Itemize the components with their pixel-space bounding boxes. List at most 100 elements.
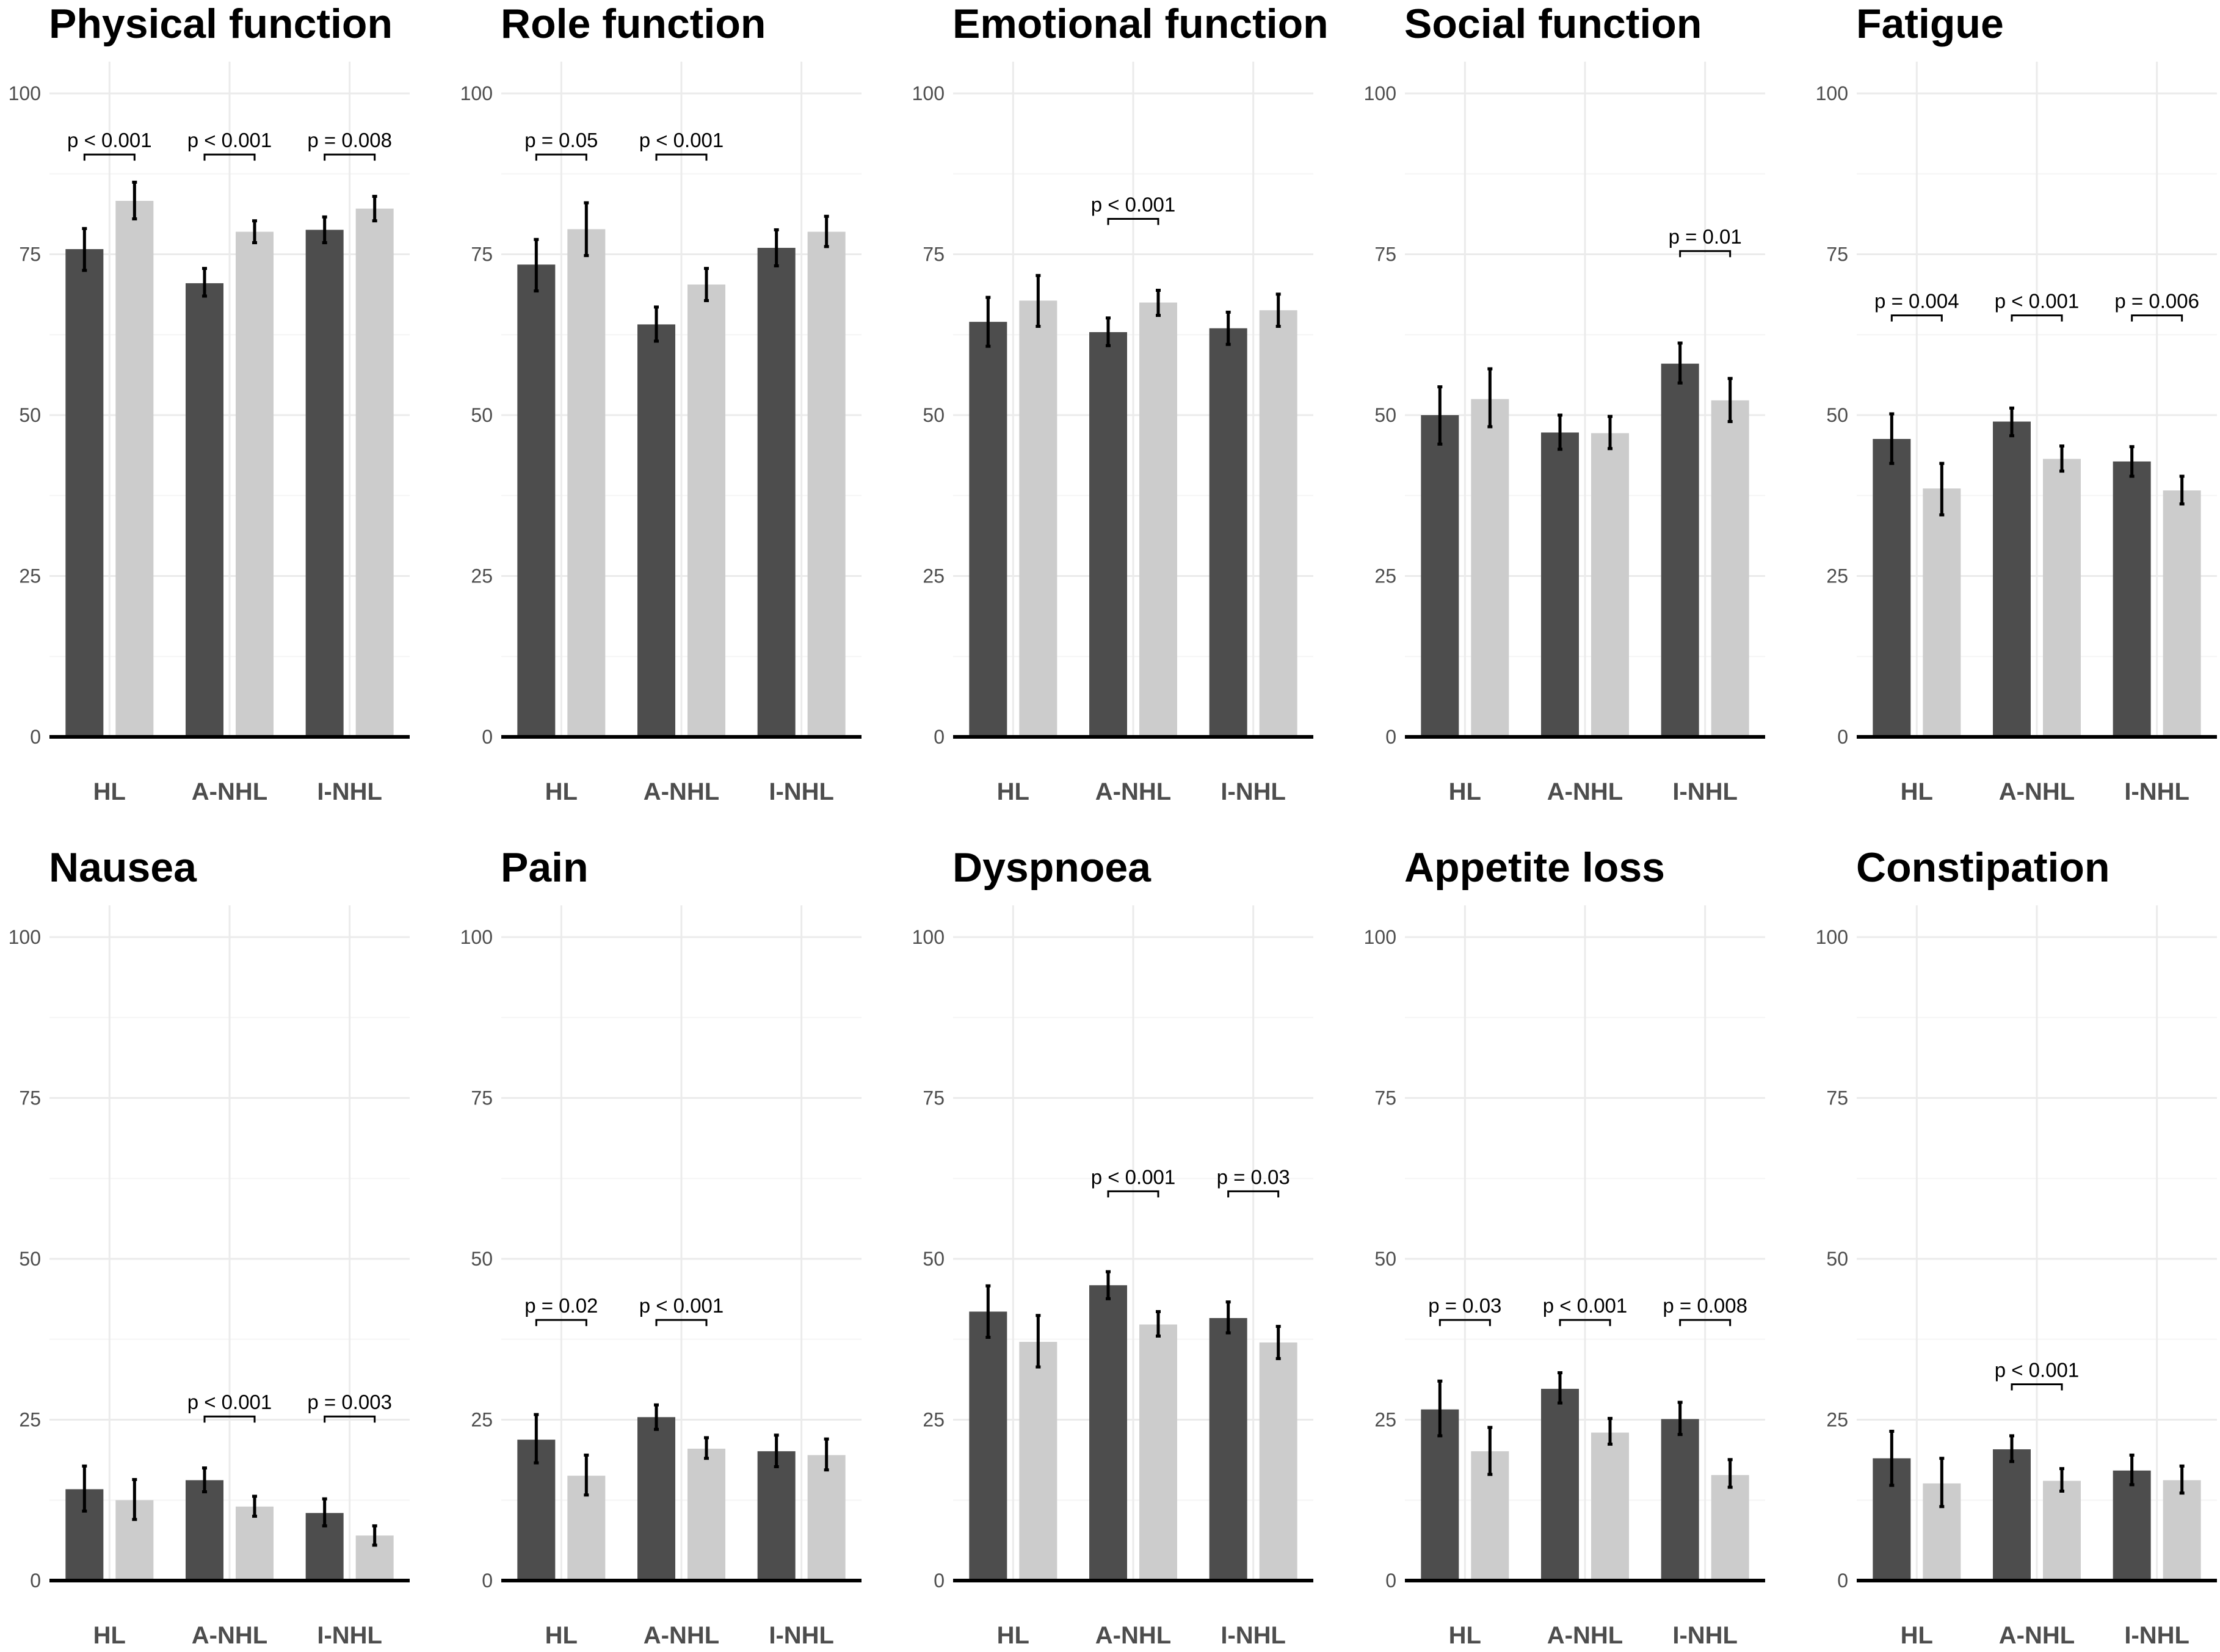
y-tick-label: 0 [482,726,493,748]
x-category-label: A-NHL [644,1622,719,1649]
x-category-label: A-NHL [1095,778,1171,805]
p-value-label: p < 0.001 [1091,1165,1176,1188]
x-category-label: I-NHL [1221,1622,1286,1649]
panel-title: Constipation [1856,844,2110,891]
significance-bracket [203,1415,256,1423]
y-tick-label: 0 [934,726,945,748]
significance-bracket [1438,1319,1491,1327]
panel-title: Role function [501,1,766,47]
bar-i-nhl-dark [1661,1419,1699,1581]
bar-a-nhl-dark [186,283,223,737]
p-value-label: p = 0.01 [1669,225,1742,248]
panel-title: Pain [501,844,589,891]
bar-a-nhl-dark [1541,432,1579,737]
significance-bracket [203,153,256,161]
p-value-label: p < 0.001 [1543,1294,1628,1317]
x-category-label: A-NHL [192,1622,267,1649]
bar-a-nhl-dark [1993,421,2031,737]
significance-bracket [1890,314,1943,322]
y-tick-label: 75 [1374,244,1396,266]
y-tick-label: 0 [30,726,41,748]
p-value-label: p < 0.001 [187,129,272,151]
x-category-label: I-NHL [1221,778,1286,805]
significance-bracket [1679,1319,1732,1327]
panel-title: Social function [1404,1,1702,47]
y-tick-label: 75 [1826,244,1848,266]
bar-hl-dark [1873,438,1911,737]
y-tick-label: 75 [471,1087,493,1109]
bar-i-nhl-light [1259,1342,1297,1581]
bar-i-nhl-dark [757,247,796,737]
bar-a-nhl-dark [1089,1285,1127,1581]
significance-bracket [1679,250,1732,258]
x-category-label: I-NHL [769,778,834,805]
y-tick-label: 50 [923,1248,945,1270]
y-tick-label: 25 [1826,1409,1848,1431]
bar-i-nhl-dark [2113,1470,2151,1581]
p-value-label: p = 0.003 [307,1391,392,1413]
significance-bracket [535,1319,587,1327]
y-tick-label: 25 [1374,1409,1396,1431]
bar-a-nhl-light [687,1448,725,1581]
bar-a-nhl-light [687,284,725,737]
y-tick-label: 0 [1837,726,1848,748]
y-tick-label: 0 [482,1570,493,1592]
p-value-label: p = 0.008 [307,129,392,151]
y-tick-label: 75 [923,1087,945,1109]
p-value-label: p < 0.001 [1995,290,2080,313]
bar-i-nhl-light [1259,310,1297,737]
y-tick-label: 50 [471,404,493,426]
bar-i-nhl-dark [2113,461,2151,737]
y-tick-label: 50 [1374,404,1396,426]
x-category-label: A-NHL [192,778,267,805]
x-category-label: A-NHL [1999,1622,2075,1649]
significance-bracket [1227,1190,1280,1198]
p-value-label: p < 0.001 [639,1294,724,1317]
significance-bracket [324,1415,376,1423]
y-tick-label: 100 [1364,82,1396,104]
panel-dyspnoea: Dyspnoea 0 25 50 75 100 HL A-NHL I-NHL p < 0.001 p… [912,844,1313,1649]
significance-bracket [1107,1190,1159,1198]
p-value-label: p = 0.006 [2114,290,2199,313]
y-tick-label: 0 [934,1570,945,1592]
significance-bracket [2011,314,2063,322]
panel-pain: Pain 0 25 50 75 100 HL A-NHL I-NHL p = 0.02 p < 0.… [460,844,862,1649]
x-category-label: I-NHL [2124,1622,2189,1649]
x-category-label: A-NHL [1547,1622,1623,1649]
y-tick-label: 25 [1826,565,1848,587]
x-category-label: A-NHL [1095,1622,1171,1649]
bar-i-nhl-light [2163,1480,2201,1581]
bar-hl-light [1923,488,1961,737]
significance-bracket [535,153,587,161]
y-tick-label: 100 [9,82,41,104]
panel-fatigue: Fatigue 0 25 50 75 100 HL A-NHL I-NHL p = 0.004 p … [1816,1,2217,805]
bar-a-nhl-light [236,1506,274,1581]
x-category-label: HL [545,1622,578,1649]
y-tick-label: 25 [1374,565,1396,587]
y-tick-label: 25 [923,565,945,587]
y-tick-label: 0 [1385,726,1396,748]
bar-hl-dark [517,264,556,737]
bar-hl-dark [969,322,1007,737]
bar-a-nhl-light [2043,1480,2081,1581]
bar-i-nhl-dark [757,1451,796,1581]
panel-title: Appetite loss [1404,844,1665,891]
y-tick-label: 75 [19,244,41,266]
p-value-label: p < 0.001 [67,129,152,151]
p-value-label: p = 0.008 [1663,1294,1747,1317]
bar-a-nhl-light [1591,1432,1629,1581]
p-value-label: p = 0.004 [1874,290,1959,313]
bar-i-nhl-light [2163,490,2201,737]
panel-title: Dyspnoea [952,844,1152,891]
x-category-label: I-NHL [1672,778,1738,805]
panel-title: Physical function [49,1,393,47]
x-category-label: HL [545,778,578,805]
chart-panels: Physical function 0 25 50 75 100 HL A-NHL I-NHL p… [9,1,2217,1649]
y-tick-label: 0 [30,1570,41,1592]
panel-role-function: Role function 0 25 50 75 100 HL A-NHL I-NHL p = 0… [460,1,862,805]
panel-constipation: Constipation 0 25 50 75 100 HL A-NHL I-NHL p < 0.… [1816,844,2217,1649]
bar-i-nhl-light [1711,1475,1749,1581]
bar-a-nhl-light [2043,458,2081,737]
panel-social-function: Social function 0 25 50 75 100 HL A-NHL I-NHL p =… [1364,1,1765,805]
y-tick-label: 50 [19,1248,41,1270]
